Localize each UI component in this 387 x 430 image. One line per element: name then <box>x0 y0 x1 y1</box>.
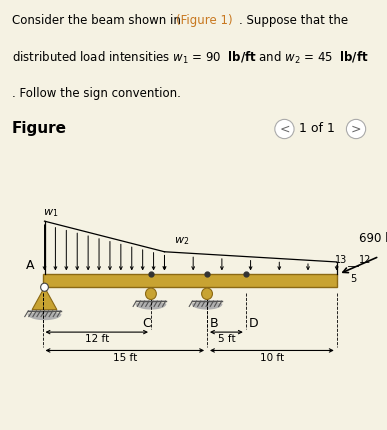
Text: (Figure 1): (Figure 1) <box>176 14 233 27</box>
Polygon shape <box>28 311 61 319</box>
Text: 10 ft: 10 ft <box>260 353 284 362</box>
Bar <box>43 274 337 287</box>
Text: <: < <box>279 123 290 135</box>
Text: Figure: Figure <box>12 122 67 136</box>
Text: Consider the beam shown in: Consider the beam shown in <box>12 14 184 27</box>
Text: C: C <box>142 316 151 330</box>
Text: distributed load intensities $w_1$ = 90  $\bf{lb/ft}$ and $w_2$ = 45  $\bf{lb/ft: distributed load intensities $w_1$ = 90 … <box>12 50 368 66</box>
Text: 690 lb: 690 lb <box>359 232 387 245</box>
Text: 12: 12 <box>359 255 371 265</box>
Polygon shape <box>136 301 166 309</box>
Circle shape <box>41 283 48 291</box>
Text: . Suppose that the: . Suppose that the <box>239 14 348 27</box>
Polygon shape <box>192 301 222 309</box>
Circle shape <box>202 288 212 299</box>
Text: 5 ft: 5 ft <box>217 334 235 344</box>
Text: 5: 5 <box>350 274 356 284</box>
Text: B: B <box>210 316 219 330</box>
Text: . Follow the sign convention.: . Follow the sign convention. <box>12 86 180 100</box>
Text: 1 of 1: 1 of 1 <box>300 123 335 135</box>
Text: 15 ft: 15 ft <box>113 353 137 362</box>
Text: $w_2$: $w_2$ <box>174 235 189 247</box>
Text: >: > <box>351 123 361 135</box>
Text: 12 ft: 12 ft <box>85 334 109 344</box>
Circle shape <box>146 288 156 299</box>
Text: D: D <box>249 316 259 330</box>
Text: A: A <box>26 259 34 272</box>
Text: $w_1$: $w_1$ <box>43 207 58 219</box>
Polygon shape <box>32 287 57 310</box>
Text: 13: 13 <box>335 255 347 265</box>
